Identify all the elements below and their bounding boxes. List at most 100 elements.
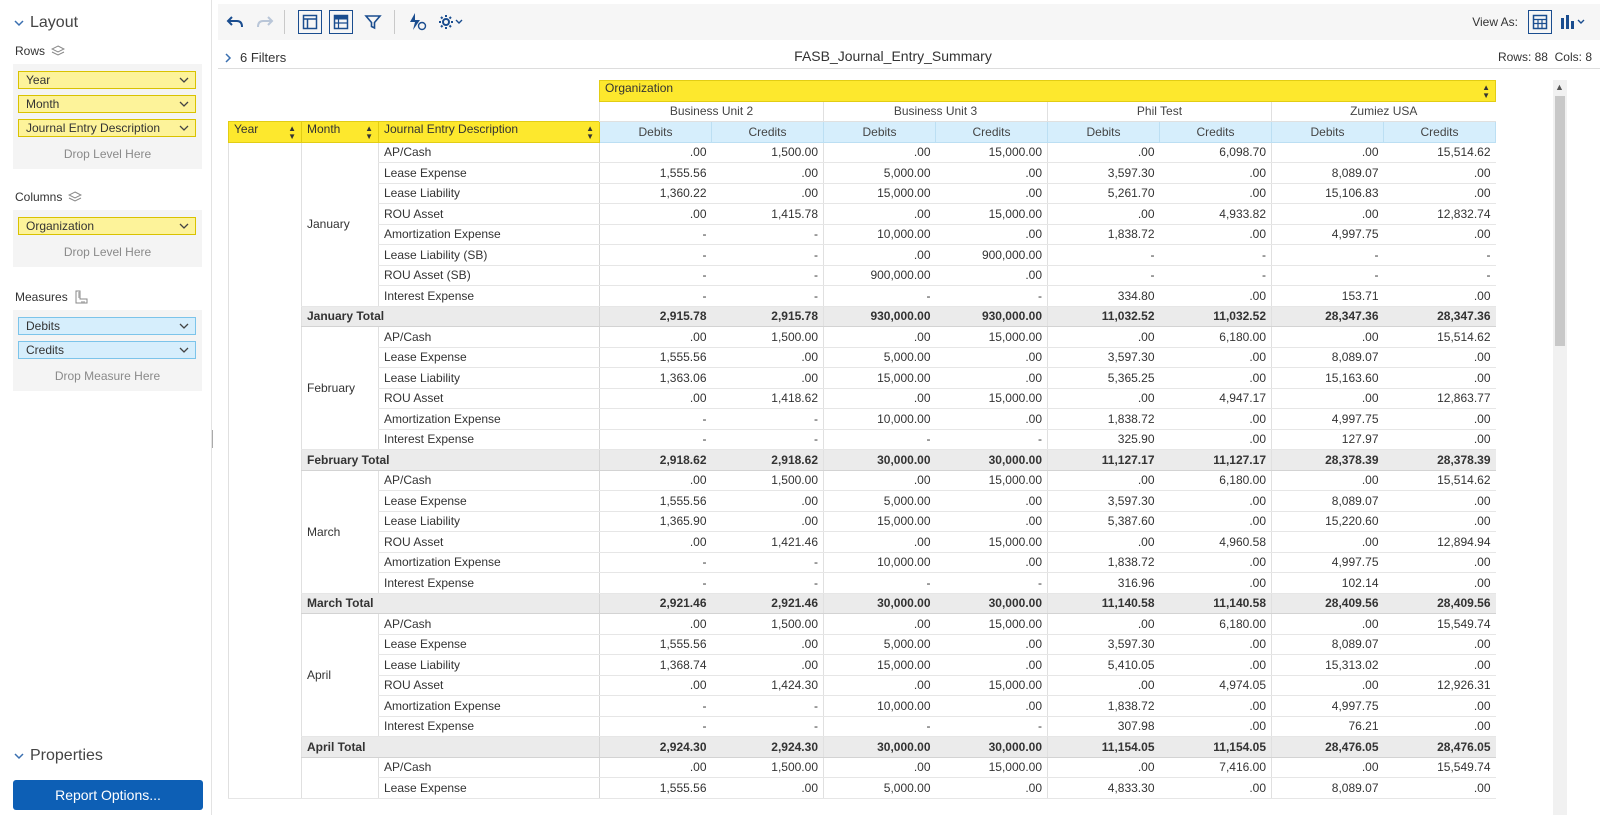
entry-description-cell[interactable]: ROU Asset (SB) [378, 265, 600, 286]
value-cell[interactable]: .00 [935, 490, 1048, 512]
value-cell[interactable]: 4,997.75 [1271, 695, 1384, 717]
row-level-journal-entry-description[interactable]: Journal Entry Description [18, 119, 196, 137]
value-cell[interactable]: .00 [1159, 511, 1272, 532]
value-cell[interactable]: .00 [1159, 347, 1272, 368]
column-header-organization[interactable]: Organization ▲ ▼ [599, 80, 1496, 102]
value-cell[interactable]: - [935, 572, 1048, 594]
row-header-month[interactable]: Month ▲ ▼ [301, 121, 379, 143]
value-cell[interactable]: 8,089.07 [1271, 634, 1384, 655]
value-cell[interactable]: 127.97 [1271, 429, 1384, 450]
entry-description-cell[interactable]: AP/Cash [378, 326, 600, 348]
value-cell[interactable]: - [599, 716, 712, 737]
value-cell[interactable]: .00 [1159, 634, 1272, 655]
value-cell[interactable]: .00 [823, 388, 936, 409]
value-cell[interactable]: 5,261.70 [1047, 183, 1160, 204]
value-cell[interactable]: - [1159, 265, 1272, 286]
value-cell[interactable]: 4,960.58 [1159, 531, 1272, 553]
value-cell[interactable]: - [823, 285, 936, 307]
value-cell[interactable]: 15,514.62 [1383, 326, 1496, 348]
value-cell[interactable]: 8,089.07 [1271, 347, 1384, 368]
value-cell[interactable]: - [711, 716, 824, 737]
month-total-label[interactable]: January Total [301, 306, 600, 327]
total-value-cell[interactable]: 2,924.30 [599, 736, 712, 758]
value-cell[interactable]: - [711, 265, 824, 286]
value-cell[interactable]: 15,549.74 [1383, 613, 1496, 635]
value-cell[interactable]: .00 [1271, 757, 1384, 778]
value-cell[interactable]: .00 [935, 183, 1048, 204]
entry-description-cell[interactable]: ROU Asset [378, 388, 600, 409]
value-cell[interactable]: 15,000.00 [935, 142, 1048, 163]
value-cell[interactable]: - [599, 224, 712, 245]
value-cell[interactable]: 4,997.75 [1271, 552, 1384, 573]
value-cell[interactable]: - [1383, 244, 1496, 266]
total-value-cell[interactable]: 28,347.36 [1271, 306, 1384, 327]
month-cell[interactable] [301, 757, 379, 799]
scrollbar-thumb[interactable] [1555, 96, 1565, 346]
value-cell[interactable]: .00 [599, 388, 712, 409]
value-cell[interactable]: - [935, 716, 1048, 737]
vertical-scrollbar[interactable]: ▲ [1553, 80, 1567, 815]
panel-splitter[interactable] [212, 430, 216, 448]
entry-description-cell[interactable]: Interest Expense [378, 716, 600, 737]
value-cell[interactable]: .00 [823, 531, 936, 553]
total-value-cell[interactable]: 2,918.62 [599, 449, 712, 471]
rows-drop-zone[interactable]: Year Month Journal Entry Description Dro… [13, 64, 202, 169]
value-cell[interactable]: 15,163.60 [1271, 367, 1384, 389]
value-cell[interactable]: 15,000.00 [935, 613, 1048, 635]
columns-drop-zone[interactable]: Organization Drop Level Here [13, 210, 202, 267]
value-cell[interactable]: .00 [823, 326, 936, 348]
value-cell[interactable]: .00 [1159, 429, 1272, 450]
entry-description-cell[interactable]: Lease Expense [378, 162, 600, 184]
value-cell[interactable]: 4,997.75 [1271, 408, 1384, 430]
measure-header[interactable]: Debits [1271, 121, 1384, 143]
value-cell[interactable]: - [711, 695, 824, 717]
sort-icon[interactable]: ▲ ▼ [365, 124, 373, 142]
value-cell[interactable]: .00 [1383, 552, 1496, 573]
entry-description-cell[interactable]: AP/Cash [378, 470, 600, 491]
value-cell[interactable]: .00 [1159, 654, 1272, 676]
value-cell[interactable]: .00 [823, 757, 936, 778]
value-cell[interactable]: .00 [1159, 695, 1272, 717]
value-cell[interactable]: .00 [1383, 511, 1496, 532]
measure-header[interactable]: Debits [1047, 121, 1160, 143]
value-cell[interactable]: .00 [1383, 572, 1496, 594]
value-cell[interactable]: 15,000.00 [823, 511, 936, 532]
value-cell[interactable]: .00 [599, 142, 712, 163]
total-value-cell[interactable]: 2,921.46 [711, 593, 824, 614]
value-cell[interactable]: 10,000.00 [823, 408, 936, 430]
value-cell[interactable]: 4,997.75 [1271, 224, 1384, 245]
month-cell[interactable]: April [301, 613, 379, 737]
entry-description-cell[interactable]: Amortization Expense [378, 224, 600, 245]
value-cell[interactable]: 3,597.30 [1047, 162, 1160, 184]
chevron-down-icon[interactable] [179, 123, 189, 133]
value-cell[interactable]: 15,000.00 [935, 470, 1048, 491]
value-cell[interactable]: .00 [935, 367, 1048, 389]
measure-debits[interactable]: Debits [18, 317, 196, 335]
value-cell[interactable]: 4,933.82 [1159, 203, 1272, 225]
value-cell[interactable]: .00 [711, 367, 824, 389]
total-value-cell[interactable]: 30,000.00 [823, 449, 936, 471]
value-cell[interactable]: .00 [1159, 552, 1272, 573]
total-value-cell[interactable]: 2,918.62 [711, 449, 824, 471]
value-cell[interactable]: 15,000.00 [935, 675, 1048, 696]
value-cell[interactable]: 5,410.05 [1047, 654, 1160, 676]
value-cell[interactable]: .00 [711, 511, 824, 532]
entry-description-cell[interactable]: ROU Asset [378, 203, 600, 225]
value-cell[interactable]: .00 [599, 203, 712, 225]
value-cell[interactable]: .00 [823, 244, 936, 266]
value-cell[interactable]: .00 [1159, 285, 1272, 307]
value-cell[interactable]: 6,098.70 [1159, 142, 1272, 163]
value-cell[interactable]: .00 [1159, 183, 1272, 204]
value-cell[interactable]: - [599, 408, 712, 430]
value-cell[interactable]: - [599, 265, 712, 286]
entry-description-cell[interactable]: Amortization Expense [378, 552, 600, 573]
value-cell[interactable]: .00 [823, 470, 936, 491]
value-cell[interactable]: 15,106.83 [1271, 183, 1384, 204]
value-cell[interactable]: - [823, 572, 936, 594]
entry-description-cell[interactable]: AP/Cash [378, 757, 600, 778]
value-cell[interactable]: 15,000.00 [935, 531, 1048, 553]
measure-header[interactable]: Debits [823, 121, 936, 143]
measure-header[interactable]: Credits [1383, 121, 1496, 143]
value-cell[interactable]: .00 [1047, 531, 1160, 553]
value-cell[interactable]: 1,555.56 [599, 634, 712, 655]
